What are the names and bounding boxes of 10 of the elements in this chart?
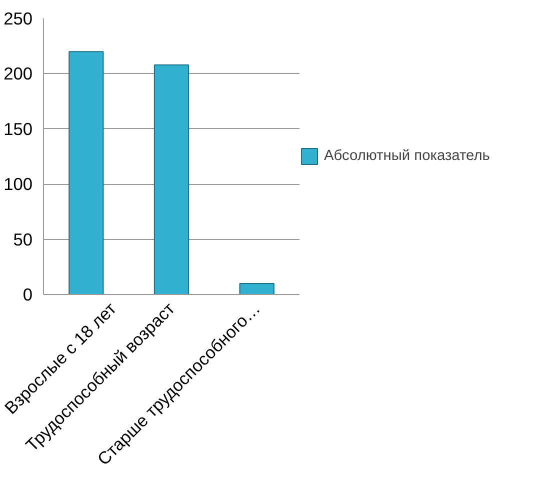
bar (154, 64, 190, 294)
y-tick-label: 200 (4, 64, 33, 84)
bar (239, 282, 274, 294)
y-tick-label: 250 (4, 8, 33, 28)
y-tick-label: 150 (4, 118, 33, 139)
y-tick-label: 100 (4, 174, 33, 194)
bar (68, 51, 104, 294)
legend-label: Абсолютный показатель (324, 148, 490, 164)
y-tick-label: 50 (13, 229, 33, 250)
y-tick-label: 0 (22, 284, 33, 304)
